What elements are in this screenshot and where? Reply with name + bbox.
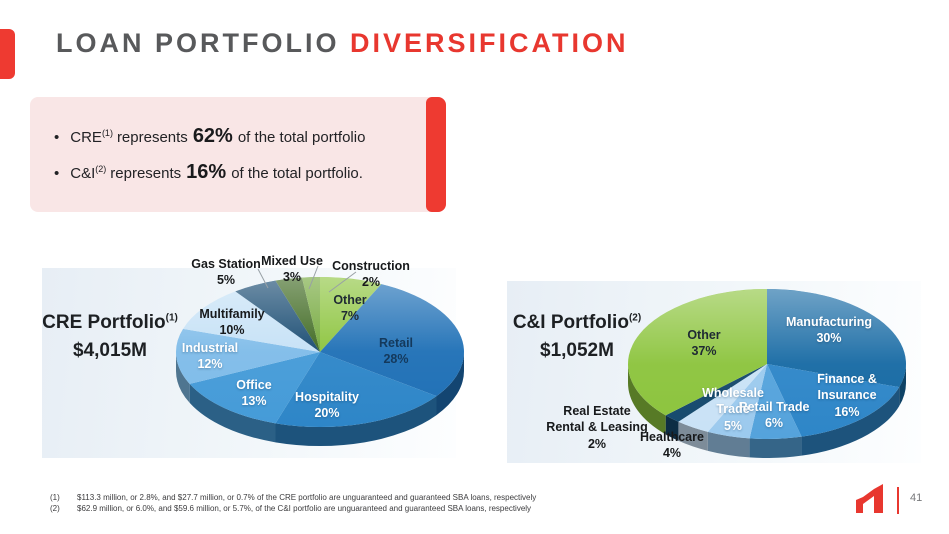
ci-chart-amount: $1,052M [540, 339, 614, 361]
pie-slice-side-office [189, 383, 276, 443]
page-number: 41 [910, 492, 923, 504]
pie-slice-side-wholesale-trade [707, 431, 750, 458]
pie-slice-side-hospitality [275, 396, 437, 446]
footnote-1: (1) $113.3 million, or 2.8%, and $27.7 m… [50, 493, 537, 502]
pie-slice-side-industrial [176, 352, 190, 403]
ci-chart-title: C&I Portfolio(2) $1,052M [513, 309, 641, 364]
pie-gloss [628, 289, 906, 439]
cre-chart-amount: $4,015M [73, 339, 147, 361]
footnote-2: (2) $62.9 million, or 6.0%, and $59.6 mi… [50, 504, 532, 513]
footer-divider [897, 487, 899, 514]
page-title-gray: LOAN PORTFOLIO [56, 28, 340, 58]
page-title: LOAN PORTFOLIO DIVERSIFICATION [56, 28, 629, 59]
pie-slice-side-retail-trade [749, 436, 802, 458]
company-logo-mark [856, 484, 883, 513]
pie-slice-side-manufacturing [899, 364, 906, 407]
pie-slice-side-other [628, 364, 666, 435]
pie-slice-side-retail [436, 352, 464, 416]
pie-slice-side-real-estate-rental-leasing [665, 415, 679, 441]
page-title-red: DIVERSIFICATION [350, 28, 629, 58]
ci-pie-chart [628, 289, 906, 458]
cre-chart-title-line: CRE Portfolio(1) [42, 312, 178, 333]
pie-label-name: Mixed Use [261, 254, 323, 268]
cre-pie-chart [176, 277, 464, 446]
cre-chart-title: CRE Portfolio(1) $4,015M [42, 309, 178, 364]
pie-gloss [176, 277, 464, 427]
callout-accent-bar [426, 97, 446, 212]
pie-slice-side-healthcare [678, 421, 708, 451]
pie-slice-side-finance-insurance [801, 387, 900, 456]
footnotes: (1) $113.3 million, or 2.8%, and $27.7 m… [50, 492, 536, 514]
top-left-accent-bar [0, 29, 15, 79]
ci-chart-title-line: C&I Portfolio(2) [512, 312, 642, 333]
